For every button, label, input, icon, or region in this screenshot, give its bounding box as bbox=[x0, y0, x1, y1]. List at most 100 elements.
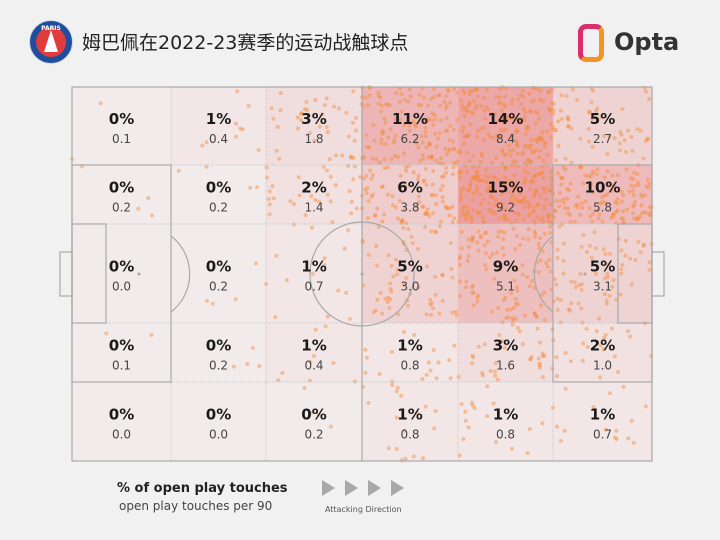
touch-dot bbox=[401, 151, 406, 156]
touch-dot bbox=[494, 134, 499, 139]
touch-dot bbox=[447, 358, 452, 363]
touch-dot bbox=[336, 288, 341, 293]
touch-dot bbox=[591, 404, 596, 409]
touch-dot bbox=[391, 140, 396, 145]
touch-dot bbox=[511, 159, 516, 164]
touch-dot bbox=[536, 356, 541, 361]
touch-dot bbox=[607, 391, 612, 396]
touch-dot bbox=[566, 307, 571, 312]
touch-dot bbox=[594, 109, 599, 114]
touch-dot bbox=[469, 214, 474, 219]
touch-dot bbox=[448, 100, 453, 105]
cell-per90-label: 5.8 bbox=[593, 201, 612, 215]
touch-dot bbox=[452, 343, 457, 348]
touch-dot bbox=[633, 199, 638, 204]
touch-dot bbox=[465, 258, 470, 263]
touch-dot bbox=[503, 127, 508, 132]
touch-dot bbox=[568, 359, 573, 364]
touch-dot bbox=[316, 412, 321, 417]
touch-dot bbox=[588, 182, 593, 187]
touch-dot bbox=[507, 143, 512, 148]
touch-dot bbox=[399, 393, 404, 398]
touch-dot bbox=[565, 115, 570, 120]
touch-dot bbox=[470, 198, 475, 203]
touch-dot bbox=[324, 125, 329, 130]
touch-dot bbox=[519, 198, 524, 203]
touch-dot bbox=[477, 192, 482, 197]
touch-dot bbox=[559, 93, 564, 98]
touch-dot bbox=[471, 355, 476, 360]
touch-dot bbox=[436, 136, 441, 141]
cell-per90-label: 0.4 bbox=[209, 132, 228, 146]
touch-dot bbox=[521, 94, 526, 99]
cell-percent-label: 6% bbox=[397, 179, 422, 197]
touch-dot bbox=[520, 263, 525, 268]
touch-dot bbox=[462, 91, 467, 96]
touch-dot bbox=[631, 188, 636, 193]
touch-dot bbox=[559, 438, 564, 443]
cell-per90-label: 3.1 bbox=[593, 280, 612, 294]
touch-dot bbox=[426, 103, 431, 108]
touch-dot bbox=[550, 327, 555, 332]
cell-per90-label: 0.7 bbox=[304, 280, 323, 294]
touch-dot bbox=[535, 215, 540, 220]
touch-dot bbox=[416, 246, 421, 251]
touch-dot bbox=[467, 100, 472, 105]
touch-dot bbox=[510, 322, 515, 327]
touch-dot bbox=[425, 264, 430, 269]
touch-dot bbox=[517, 118, 522, 123]
touch-dot bbox=[572, 219, 577, 224]
touch-dot bbox=[458, 150, 463, 155]
touch-dot bbox=[390, 194, 395, 199]
touch-dot bbox=[440, 183, 445, 188]
touch-dot bbox=[470, 353, 475, 358]
touch-dot bbox=[383, 141, 388, 146]
heat-cell bbox=[553, 224, 652, 323]
touch-dot bbox=[481, 96, 486, 101]
touch-dot bbox=[375, 297, 380, 302]
touch-dot bbox=[439, 118, 444, 123]
touch-dot bbox=[376, 94, 381, 99]
touch-dot bbox=[631, 177, 636, 182]
touch-dot bbox=[464, 285, 469, 290]
touch-dot bbox=[443, 170, 448, 175]
touch-dot bbox=[455, 159, 460, 164]
touch-dot bbox=[299, 111, 304, 116]
touch-dot bbox=[591, 190, 596, 195]
touch-dot bbox=[344, 290, 349, 295]
touch-dot bbox=[511, 226, 516, 231]
touch-dot bbox=[542, 141, 547, 146]
touch-dot bbox=[474, 189, 479, 194]
touch-dot bbox=[523, 176, 528, 181]
touch-dot bbox=[499, 192, 504, 197]
touch-dot bbox=[430, 193, 435, 198]
touch-dot bbox=[470, 403, 475, 408]
touch-dot bbox=[479, 151, 484, 156]
touch-dot bbox=[520, 342, 525, 347]
heat-cell bbox=[458, 165, 553, 224]
touch-dot bbox=[538, 236, 543, 241]
touch-dot bbox=[448, 376, 453, 381]
touch-dot bbox=[492, 209, 497, 214]
touch-dot bbox=[391, 274, 396, 279]
cell-percent-label: 11% bbox=[392, 110, 428, 128]
touch-dot bbox=[647, 96, 652, 101]
touch-dot bbox=[458, 192, 463, 197]
touch-dot bbox=[626, 128, 631, 133]
touch-dot bbox=[295, 115, 300, 120]
touch-dot bbox=[364, 173, 369, 178]
touch-dot bbox=[568, 181, 573, 186]
touch-dot bbox=[642, 242, 647, 247]
touch-dot bbox=[485, 87, 490, 92]
touch-dot bbox=[590, 219, 595, 224]
touch-dot bbox=[636, 216, 641, 221]
touch-dot bbox=[471, 191, 476, 196]
touch-dot bbox=[561, 165, 566, 170]
arrow-right-icon bbox=[345, 480, 358, 496]
touch-dot bbox=[549, 212, 554, 217]
touch-dot bbox=[395, 154, 400, 159]
touch-dot bbox=[429, 312, 434, 317]
touch-dot bbox=[482, 342, 487, 347]
heat-cell bbox=[266, 224, 362, 323]
touch-dot bbox=[313, 327, 318, 332]
